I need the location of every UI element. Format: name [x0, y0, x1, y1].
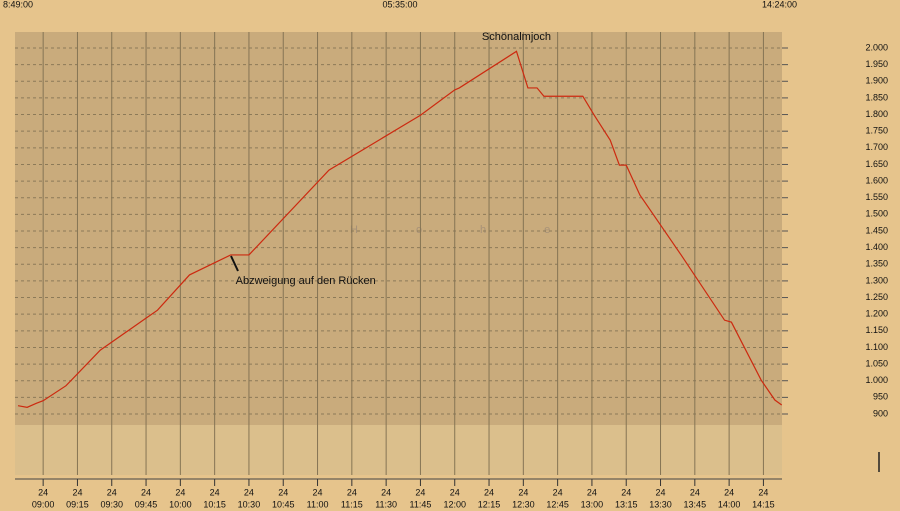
x-tick-label: 09:45	[135, 499, 158, 509]
x-tick-label: 13:45	[684, 499, 707, 509]
x-day-label: 24	[313, 487, 323, 497]
x-tick-label: 10:30	[238, 499, 261, 509]
annotation: Schönalmjoch	[482, 31, 551, 43]
x-day-label: 24	[244, 487, 254, 497]
x-tick-label: 12:45	[546, 499, 569, 509]
x-day-label: 24	[518, 487, 528, 497]
x-day-label: 24	[210, 487, 220, 497]
y-tick-label: 1.900	[865, 76, 888, 86]
x-day-label: 24	[587, 487, 597, 497]
x-day-label: 24	[72, 487, 82, 497]
x-tick-label: 09:00	[32, 499, 55, 509]
x-tick-label: 09:15	[66, 499, 89, 509]
y-tick-label: 1.100	[865, 342, 888, 352]
x-day-label: 24	[690, 487, 700, 497]
y-tick-label: 1.500	[865, 209, 888, 219]
y-tick-label: 1.650	[865, 159, 888, 169]
y-tick-label: 2.000	[865, 42, 888, 52]
y-tick-label: 1.550	[865, 192, 888, 202]
annotation: Abzweigung auf den Rücken	[236, 275, 376, 287]
x-day-label: 24	[621, 487, 631, 497]
x-day-label: 24	[450, 487, 460, 497]
x-day-label: 24	[347, 487, 357, 497]
x-day-label: 24	[141, 487, 151, 497]
top-label: 05:35:00	[382, 0, 417, 9]
watermark: Hohe	[350, 224, 608, 236]
y-tick-label: 1.150	[865, 325, 888, 335]
x-tick-label: 14:15	[752, 499, 775, 509]
y-tick-label: 950	[873, 392, 888, 402]
y-tick-label: 1.850	[865, 92, 888, 102]
y-tick-label: 1.450	[865, 225, 888, 235]
x-tick-label: 11:15	[341, 499, 363, 509]
x-day-label: 24	[415, 487, 425, 497]
elevation-line	[17, 50, 783, 408]
x-tick-label: 11:45	[410, 499, 432, 509]
x-tick-label: 11:30	[375, 499, 397, 509]
y-tick-label: 1.000	[865, 375, 888, 385]
top-label: 14:24:00	[762, 0, 797, 9]
y-tick-label: 1.300	[865, 275, 888, 285]
x-tick-label: 11:00	[307, 499, 329, 509]
x-tick-label: 13:15	[615, 499, 638, 509]
x-day-label: 24	[758, 487, 768, 497]
y-tick-label: 1.400	[865, 242, 888, 252]
y-tick-label: 1.600	[865, 175, 888, 185]
annotation-pointer	[230, 255, 239, 272]
y-tick-label: 1.950	[865, 59, 888, 69]
y-tick-label: 1.700	[865, 142, 888, 152]
x-day-label: 24	[553, 487, 563, 497]
x-tick-label: 12:00	[443, 499, 466, 509]
x-tick-label: 13:30	[649, 499, 672, 509]
x-tick-label: 10:15	[203, 499, 226, 509]
top-label: 8:49:00	[3, 0, 33, 9]
x-day-label: 24	[175, 487, 185, 497]
x-day-label: 24	[278, 487, 288, 497]
x-day-label: 24	[656, 487, 666, 497]
x-day-label: 24	[38, 487, 48, 497]
y-tick-label: 1.200	[865, 309, 888, 319]
y-tick-label: 900	[873, 408, 888, 418]
plot-bottom-band	[15, 425, 782, 475]
x-tick-label: 14:00	[718, 499, 741, 509]
x-day-label: 24	[107, 487, 117, 497]
y-tick-label: 1.350	[865, 259, 888, 269]
x-tick-label: 10:45	[272, 499, 295, 509]
x-tick-label: 12:30	[512, 499, 535, 509]
y-tick-label: 1.250	[865, 292, 888, 302]
x-tick-label: 10:00	[169, 499, 192, 509]
x-day-label: 24	[381, 487, 391, 497]
x-day-label: 24	[484, 487, 494, 497]
y-tick-label: 1.800	[865, 109, 888, 119]
y-tick-label: 1.750	[865, 126, 888, 136]
x-tick-label: 12:15	[478, 499, 501, 509]
y-tick-label: 1.050	[865, 358, 888, 368]
x-tick-label: 09:30	[100, 499, 123, 509]
x-day-label: 24	[724, 487, 734, 497]
x-tick-label: 13:00	[581, 499, 604, 509]
